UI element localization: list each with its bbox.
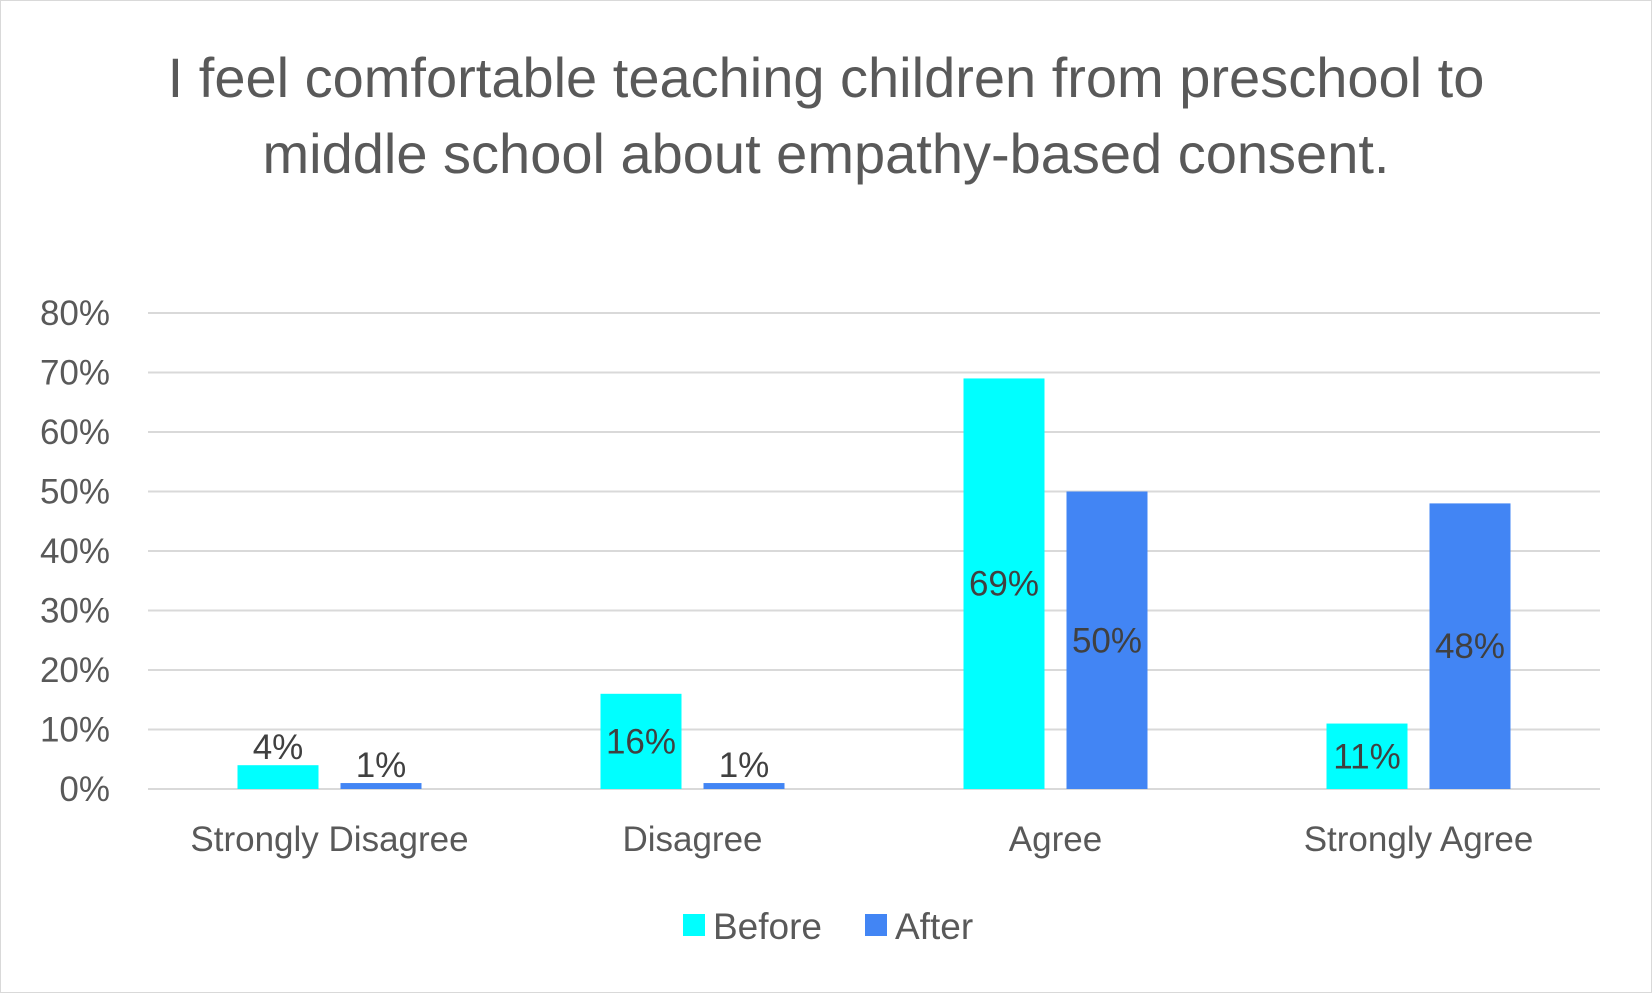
- bar-after-3: [1066, 491, 1148, 789]
- y-tick-label: 0%: [59, 770, 110, 809]
- data-label: 16%: [606, 722, 676, 761]
- data-label: 69%: [969, 565, 1039, 604]
- x-axis-categories: Strongly Disagree Disagree Agree Strongly A…: [190, 820, 1533, 859]
- data-label: 4%: [253, 728, 304, 767]
- y-axis-ticks: 0% 10% 20% 30% 40% 50% 60% 70% 80%: [40, 294, 110, 809]
- data-label: 1%: [719, 746, 770, 785]
- bar-before-3: [963, 378, 1045, 789]
- y-tick-label: 30%: [40, 592, 110, 631]
- data-label: 50%: [1072, 621, 1142, 660]
- y-tick-label: 20%: [40, 651, 110, 690]
- y-tick-label: 40%: [40, 532, 110, 571]
- y-tick-label: 80%: [40, 294, 110, 333]
- y-tick-label: 10%: [40, 711, 110, 750]
- x-category-label: Strongly Agree: [1304, 820, 1534, 859]
- legend-label-before: Before: [713, 906, 822, 947]
- bar-before-2: [600, 693, 682, 789]
- data-labels: 4% 1% 16% 1% 69% 50% 11% 48%: [253, 565, 1505, 785]
- bar-after-4: [1429, 503, 1511, 789]
- y-tick-label: 60%: [40, 413, 110, 452]
- x-category-label: Agree: [1009, 820, 1102, 859]
- bar-after-1: [340, 783, 422, 789]
- legend-label-after: After: [895, 906, 973, 947]
- legend-swatch-after: [865, 914, 887, 936]
- data-label: 48%: [1435, 627, 1505, 666]
- bar-after-2: [703, 783, 785, 789]
- y-tick-label: 70%: [40, 354, 110, 393]
- bar-before-4: [1326, 723, 1408, 789]
- data-label: 11%: [1333, 737, 1400, 776]
- x-category-label: Strongly Disagree: [190, 820, 468, 859]
- data-label: 1%: [356, 746, 407, 785]
- y-tick-label: 50%: [40, 473, 110, 512]
- legend-swatch-before: [683, 914, 705, 936]
- gridlines: [148, 312, 1600, 790]
- x-category-label: Disagree: [622, 820, 762, 859]
- legend: Before After: [683, 906, 973, 947]
- chart-title: I feel comfortable teaching children fro…: [167, 46, 1485, 185]
- bars: [237, 378, 1511, 789]
- bar-before-1: [237, 765, 319, 789]
